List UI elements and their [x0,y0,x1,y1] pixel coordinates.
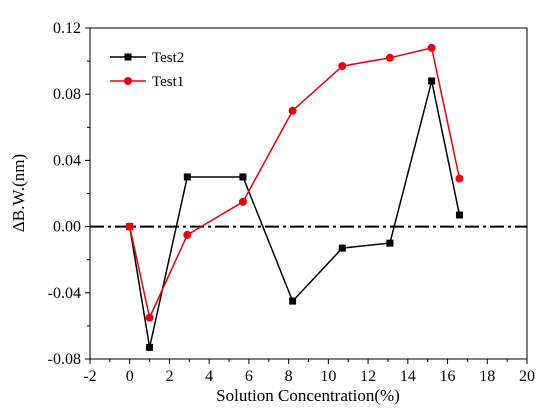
x-tick-label: 20 [519,368,535,385]
y-ticks: -0.08 -0.04 0.00 0.04 0.08 0.12 [48,20,90,368]
legend-item-test2: Test2 [110,50,184,66]
y-tick-label: -0.08 [48,351,81,368]
x-ticks: -2 0 2 4 6 8 10 12 14 16 18 20 [83,359,535,385]
legend-marker-square [124,53,132,61]
data-point-test1 [288,106,297,115]
data-point-test2 [338,244,346,252]
series-layer [125,43,464,351]
legend-marker-circle [124,77,132,85]
x-tick-label: 14 [400,368,416,385]
data-point-test1 [183,230,192,239]
y-tick-label: 0.08 [53,86,81,103]
x-tick-label: 8 [285,368,293,385]
x-tick-label: 12 [360,368,376,385]
x-tick-label: 10 [320,368,336,385]
legend-item-test1: Test1 [110,74,184,90]
y-tick-label: 0.00 [53,219,81,236]
x-tick-label: 2 [165,368,173,385]
data-point-test2 [146,343,154,351]
data-point-test1 [238,197,247,206]
data-point-test2 [289,297,297,305]
y-axis-title: ΔB.W.(nm) [9,154,28,232]
data-point-test1 [385,53,394,62]
series-line-test2 [128,80,461,348]
data-point-test1 [145,313,154,322]
x-tick-label: -2 [83,368,96,385]
data-point-test2 [455,211,463,219]
data-point-test1 [427,43,436,52]
y-tick-label: 0.04 [53,152,81,169]
data-point-test2 [183,173,191,181]
x-tick-label: 4 [205,368,213,385]
data-point-test2 [428,77,436,85]
y-tick-label: 0.12 [53,20,81,37]
x-axis-title: Solution Concentration(%) [216,386,400,405]
data-point-test1 [338,62,347,71]
y-tick-label: -0.04 [48,285,81,302]
legend-label-test1: Test1 [152,74,184,90]
data-point-test1 [125,222,134,231]
x-tick-label: 0 [126,368,134,385]
data-point-test1 [455,174,464,183]
x-tick-label: 6 [245,368,253,385]
legend: Test2 Test1 [110,50,184,90]
data-point-test2 [239,173,247,181]
x-tick-label: 16 [440,368,456,385]
legend-label-test2: Test2 [152,50,184,66]
x-tick-label: 18 [479,368,495,385]
data-point-test2 [386,239,394,247]
